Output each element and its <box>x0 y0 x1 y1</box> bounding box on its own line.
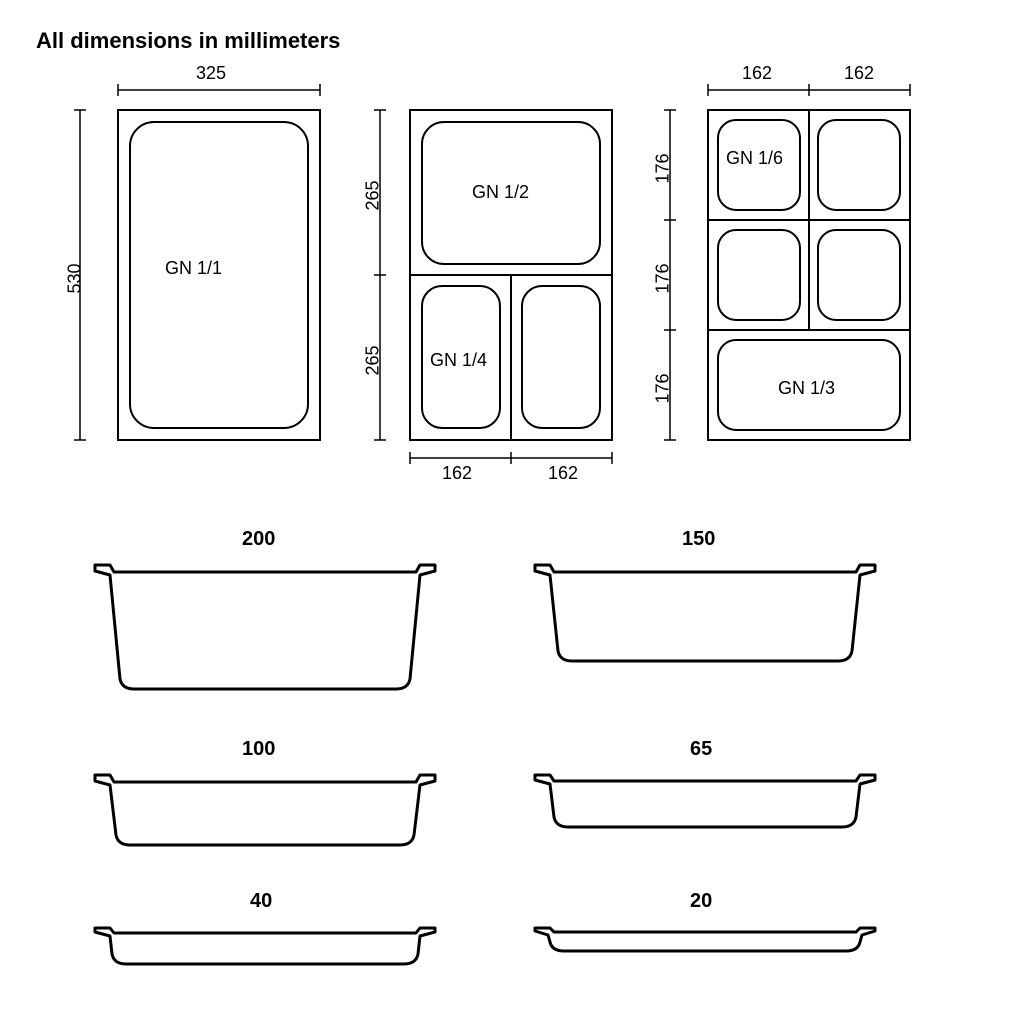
dim-162-br: 162 <box>548 463 578 484</box>
diagram-gn16-gn13 <box>660 78 960 478</box>
depth-100: 100 <box>242 738 275 761</box>
dim-162-bl: 162 <box>442 463 472 484</box>
dim-176c: 176 <box>653 373 674 403</box>
label-gn11: GN 1/1 <box>165 258 222 279</box>
pan-200 <box>90 555 440 695</box>
dim-162-tl: 162 <box>742 63 772 84</box>
label-gn12: GN 1/2 <box>472 182 529 203</box>
depth-65: 65 <box>690 738 712 761</box>
depth-40: 40 <box>250 890 272 913</box>
dim-162-tr: 162 <box>844 63 874 84</box>
pan-40 <box>90 918 440 973</box>
pan-100 <box>90 765 440 855</box>
page-title: All dimensions in millimeters <box>36 28 340 54</box>
label-gn16: GN 1/6 <box>726 148 783 169</box>
pan-65 <box>530 765 880 837</box>
dim-530: 530 <box>65 263 86 293</box>
pan-150 <box>530 555 880 670</box>
diagram-gn12-gn14 <box>370 100 630 500</box>
depth-200: 200 <box>242 528 275 551</box>
dim-176a: 176 <box>653 153 674 183</box>
depth-20: 20 <box>690 890 712 913</box>
dim-176b: 176 <box>653 263 674 293</box>
dim-325: 325 <box>196 63 226 84</box>
pan-20 <box>530 918 880 960</box>
label-gn13: GN 1/3 <box>778 378 835 399</box>
dim-265a: 265 <box>363 180 384 210</box>
depth-150: 150 <box>682 528 715 551</box>
label-gn14: GN 1/4 <box>430 350 487 371</box>
dim-265b: 265 <box>363 345 384 375</box>
